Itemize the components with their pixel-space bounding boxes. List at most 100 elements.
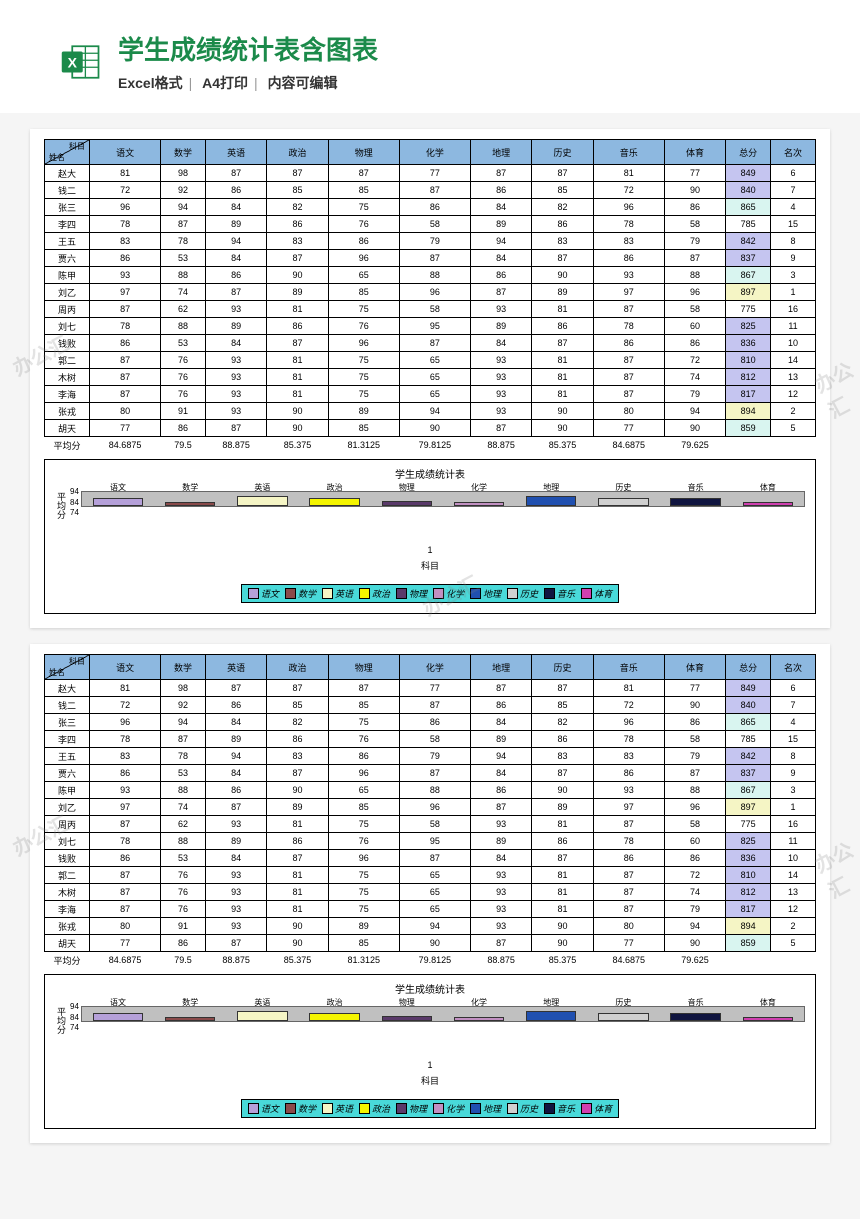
score-cell: 72 <box>664 867 725 884</box>
bar-slot: 物理 <box>371 492 443 506</box>
score-cell: 81 <box>267 901 328 918</box>
score-cell: 96 <box>90 199 161 216</box>
score-cell: 90 <box>267 420 328 437</box>
score-cell: 86 <box>205 267 266 284</box>
rank-cell: 1 <box>771 799 816 816</box>
bar-label: 数学 <box>182 997 198 1008</box>
score-cell: 80 <box>90 918 161 935</box>
table-row: 张三969484827586848296868654 <box>45 714 816 731</box>
bar-slot: 政治 <box>299 1007 371 1021</box>
score-cell: 58 <box>399 731 470 748</box>
legend-swatch <box>433 1103 444 1114</box>
total-cell: 859 <box>726 420 771 437</box>
score-cell: 89 <box>470 833 531 850</box>
legend-swatch <box>581 588 592 599</box>
score-cell: 76 <box>328 833 399 850</box>
score-cell: 88 <box>161 782 206 799</box>
rank-cell: 8 <box>771 233 816 250</box>
score-cell: 84 <box>205 765 266 782</box>
score-cell: 92 <box>161 697 206 714</box>
score-cell: 80 <box>90 403 161 420</box>
legend-label: 数学 <box>298 1102 316 1115</box>
score-cell: 78 <box>161 748 206 765</box>
rank-cell: 9 <box>771 250 816 267</box>
score-cell: 81 <box>532 301 593 318</box>
y-axis-ticks: 948474 <box>70 1002 81 1032</box>
score-cell: 81 <box>90 680 161 697</box>
score-cell: 95 <box>399 318 470 335</box>
table-row: 贾六865384879687848786878379 <box>45 250 816 267</box>
score-cell: 81 <box>593 680 664 697</box>
total-cell: 812 <box>726 884 771 901</box>
score-cell: 94 <box>399 918 470 935</box>
score-cell: 84 <box>470 714 531 731</box>
avg-cell: 81.3125 <box>328 952 399 969</box>
bar-slot: 物理 <box>371 1007 443 1021</box>
score-cell: 87 <box>90 386 161 403</box>
score-cell: 87 <box>593 301 664 318</box>
score-cell: 72 <box>90 182 161 199</box>
score-cell: 91 <box>161 918 206 935</box>
avg-cell: 88.875 <box>205 437 266 454</box>
doc-header: X 学生成绩统计表含图表 Excel格式| A4打印| 内容可编辑 <box>0 0 860 113</box>
student-name: 钱二 <box>45 182 90 199</box>
score-cell: 78 <box>593 731 664 748</box>
student-name: 李海 <box>45 901 90 918</box>
svg-text:X: X <box>68 54 78 70</box>
corner-bottom: 姓名 <box>49 667 65 678</box>
score-cell: 87 <box>267 335 328 352</box>
score-cell: 87 <box>664 250 725 267</box>
score-cell: 78 <box>593 216 664 233</box>
subject-header: 数学 <box>161 655 206 680</box>
legend-swatch <box>581 1103 592 1114</box>
table-row: 胡天778687908590879077908595 <box>45 935 816 952</box>
score-cell: 81 <box>267 867 328 884</box>
student-name: 李海 <box>45 386 90 403</box>
score-cell: 75 <box>328 867 399 884</box>
score-cell: 87 <box>90 816 161 833</box>
rank-cell: 13 <box>771 369 816 386</box>
score-cell: 76 <box>161 352 206 369</box>
legend-label: 历史 <box>520 1102 538 1115</box>
score-cell: 77 <box>90 420 161 437</box>
total-cell: 837 <box>726 765 771 782</box>
score-cell: 83 <box>593 748 664 765</box>
score-cell: 79 <box>664 748 725 765</box>
score-cell: 96 <box>90 714 161 731</box>
legend-item: 历史 <box>507 587 538 600</box>
bar-label: 语文 <box>110 997 126 1008</box>
score-cell: 81 <box>267 816 328 833</box>
score-cell: 86 <box>205 697 266 714</box>
score-cell: 84 <box>470 335 531 352</box>
table-row: 胡天778687908590879077908595 <box>45 420 816 437</box>
score-cell: 78 <box>90 216 161 233</box>
bar-slot: 体育 <box>732 492 804 506</box>
rank-header: 名次 <box>771 140 816 165</box>
score-cell: 86 <box>267 731 328 748</box>
rank-cell: 4 <box>771 714 816 731</box>
subject-header: 英语 <box>205 655 266 680</box>
score-cell: 87 <box>593 901 664 918</box>
subject-header: 化学 <box>399 655 470 680</box>
score-cell: 86 <box>90 765 161 782</box>
score-cell: 81 <box>267 386 328 403</box>
preview-page: 科目姓名语文数学英语政治物理化学地理历史音乐体育总分名次赵大8198878787… <box>30 644 830 1143</box>
legend-swatch <box>396 588 407 599</box>
student-name: 郭二 <box>45 352 90 369</box>
bar <box>670 498 721 506</box>
score-cell: 88 <box>399 267 470 284</box>
score-cell: 87 <box>267 680 328 697</box>
score-cell: 87 <box>205 284 266 301</box>
bar-label: 政治 <box>327 482 343 493</box>
score-cell: 84 <box>205 199 266 216</box>
legend-label: 体育 <box>594 587 612 600</box>
score-cell: 96 <box>328 250 399 267</box>
score-cell: 78 <box>593 318 664 335</box>
score-cell: 82 <box>532 714 593 731</box>
score-cell: 96 <box>664 284 725 301</box>
bar <box>237 496 288 506</box>
score-cell: 81 <box>532 901 593 918</box>
score-cell: 96 <box>593 714 664 731</box>
score-cell: 86 <box>205 782 266 799</box>
score-cell: 58 <box>399 301 470 318</box>
